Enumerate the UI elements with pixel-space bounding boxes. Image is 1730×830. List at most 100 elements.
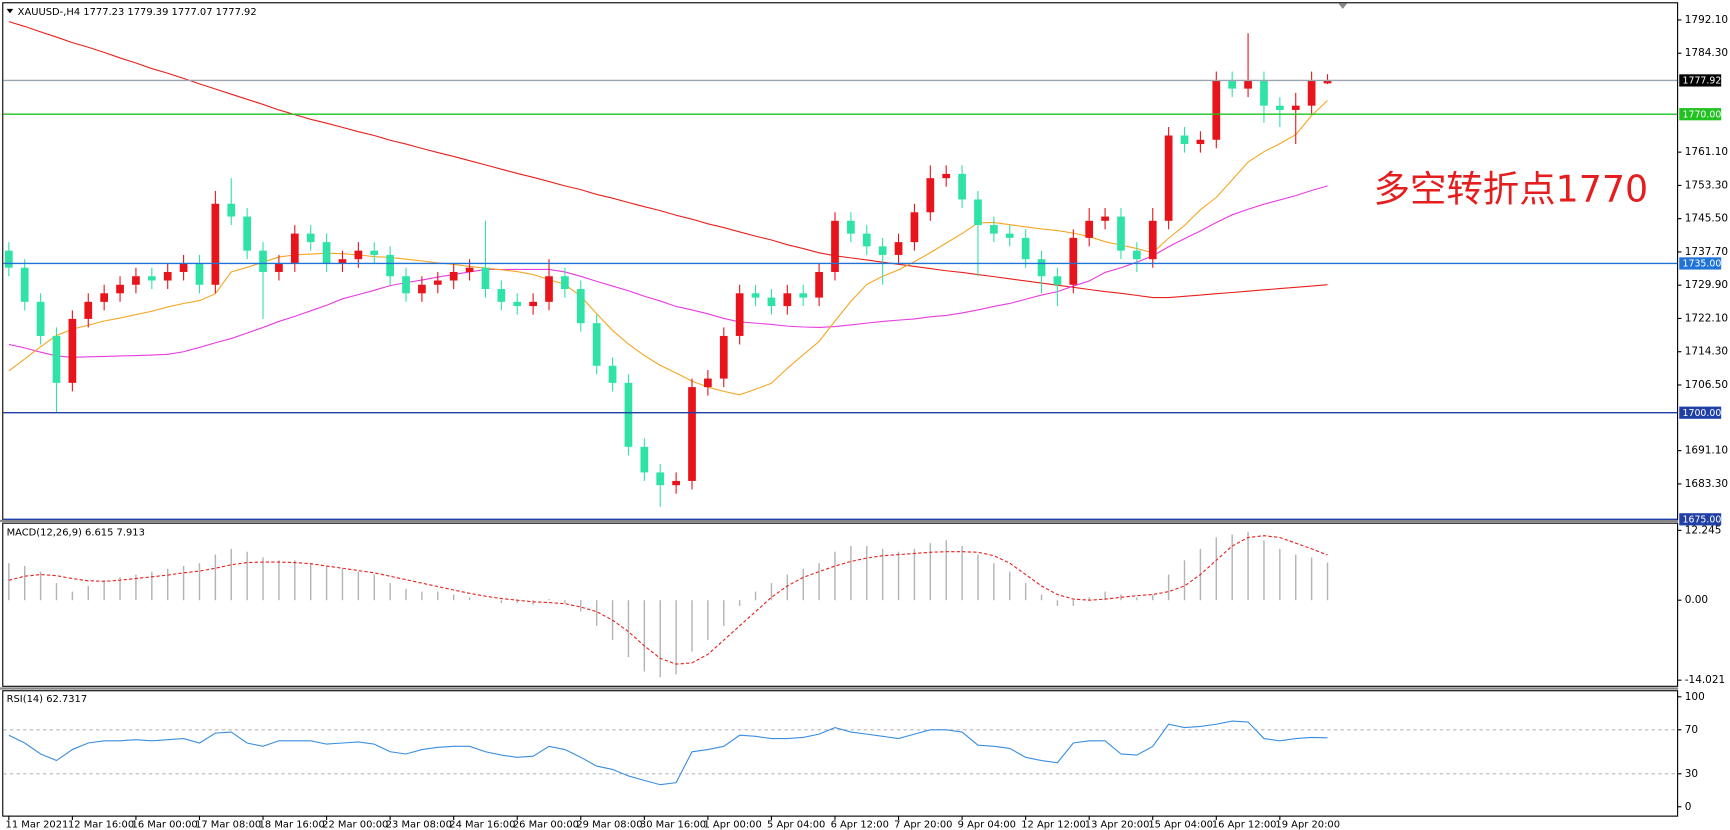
candle-body (243, 216, 252, 251)
candle-body (719, 335, 728, 379)
candle-body (36, 301, 45, 336)
macd-title: MACD(12,26,9) 6.615 7.913 (7, 528, 145, 539)
candle-body (338, 259, 347, 264)
candle-body (1307, 80, 1316, 106)
x-tick-label: 29 Mar 08:00 (576, 819, 642, 830)
candle-body (910, 212, 919, 243)
candle-body (974, 199, 982, 226)
x-tick-label: 18 Mar 16:00 (259, 819, 325, 830)
x-tick-label: 30 Mar 16:00 (640, 819, 706, 830)
candle-body (592, 323, 601, 366)
shift-marker (1338, 3, 1348, 9)
candle-body (640, 446, 649, 473)
candle-body (306, 233, 315, 243)
candle-body (1053, 276, 1062, 285)
candle-body (84, 301, 93, 319)
candle-body (735, 293, 744, 336)
level-label: 1735.00 (1683, 258, 1722, 269)
moving-average (8, 21, 1328, 299)
candle-body (958, 173, 966, 200)
candle-body (322, 242, 331, 264)
y-tick-label: 12.245 (1685, 524, 1722, 536)
candle-body (831, 220, 839, 272)
candle-body (497, 289, 506, 302)
y-tick-label: 1722.10 (1685, 312, 1728, 324)
y-tick-label: 30 (1685, 768, 1698, 780)
level-label: 1770.00 (1683, 109, 1722, 120)
candle-body (1005, 233, 1014, 238)
y-tick-label: 1761.10 (1685, 146, 1728, 158)
candle-body (116, 284, 124, 294)
rsi-line (8, 720, 1328, 786)
candle-body (672, 480, 680, 486)
candle-body (878, 246, 887, 255)
candle-body (942, 173, 951, 179)
x-tick-label: 26 Mar 00:00 (513, 819, 579, 830)
x-tick-label: 17 Mar 08:00 (195, 819, 261, 830)
candle-body (862, 233, 871, 247)
y-tick-label: 1714.30 (1685, 346, 1728, 358)
candle-body (259, 250, 267, 272)
candle-body (1323, 80, 1332, 84)
candle-body (402, 276, 410, 294)
macd-panel-frame (2, 522, 1679, 687)
x-tick-label: 19 Apr 20:00 (1275, 819, 1340, 830)
candle-body (147, 276, 156, 281)
rsi-panel-frame (2, 690, 1679, 817)
candle-body (433, 280, 442, 285)
candle-body (275, 263, 283, 272)
candle-body (624, 382, 633, 447)
level-label-box (1679, 257, 1722, 270)
x-tick-label: 16 Mar 00:00 (132, 819, 198, 830)
candle-body (608, 365, 617, 383)
candle-body (1275, 105, 1284, 110)
x-tick-label: 13 Apr 20:00 (1085, 819, 1150, 830)
annotation: 多空转折点1770 (1374, 167, 1649, 210)
y-tick-label: 1784.30 (1685, 47, 1728, 59)
candle-body (179, 263, 188, 272)
y-tick-label: 1753.30 (1685, 179, 1728, 191)
y-tick-label: 1706.50 (1685, 379, 1728, 391)
x-tick-label: 5 Apr 04:00 (767, 819, 825, 830)
level-label: 1700.00 (1683, 408, 1722, 419)
y-tick-label: 1745.50 (1685, 213, 1728, 225)
candle-body (211, 203, 220, 285)
y-tick-label: 1691.10 (1685, 445, 1728, 457)
candle-body (449, 271, 458, 281)
main-title: XAUUSD-,H4 1777.23 1779.39 1777.07 1777.… (18, 7, 257, 18)
candle-body (132, 276, 140, 285)
plot-layer: 1792.10 1784.30 1761.10 1753.30 1745.50 1737.… (3, 14, 1728, 830)
level-label-box (1679, 108, 1722, 121)
candle-body (561, 276, 569, 290)
candle-body (1164, 135, 1173, 221)
y-tick-label: 1792.10 (1685, 14, 1728, 26)
candle-body (1148, 220, 1157, 260)
candle-body (1196, 139, 1205, 145)
candle-body (465, 267, 474, 272)
x-tick-label: 22 Mar 00:00 (322, 819, 388, 830)
candle-body (100, 293, 109, 302)
level-label-box (1679, 74, 1722, 87)
x-tick-label: 16 Apr 12:00 (1212, 819, 1277, 830)
y-tick-label: 0.00 (1685, 594, 1708, 606)
candle-body (68, 318, 77, 383)
candle-body (1069, 237, 1078, 285)
menu-arrow[interactable] (6, 8, 14, 14)
candle-body (513, 301, 522, 307)
candle-body (1085, 220, 1094, 238)
x-tick-label: 9 Apr 04:00 (958, 819, 1016, 830)
candle-body (704, 378, 712, 388)
candle-body (751, 293, 760, 298)
x-tick-label: 1 Apr 00:00 (703, 819, 761, 830)
candle-body (354, 250, 363, 260)
x-tick-label: 7 Apr 20:00 (894, 819, 952, 830)
candle-body (1101, 216, 1109, 221)
y-tick-label: 1737.70 (1685, 246, 1728, 258)
candle-body (529, 301, 537, 307)
x-tick-label: 23 Mar 08:00 (386, 819, 452, 830)
moving-average (8, 100, 1328, 396)
y-tick-label: 0 (1685, 801, 1692, 813)
candle-body (815, 271, 823, 298)
candle-body (688, 387, 696, 481)
